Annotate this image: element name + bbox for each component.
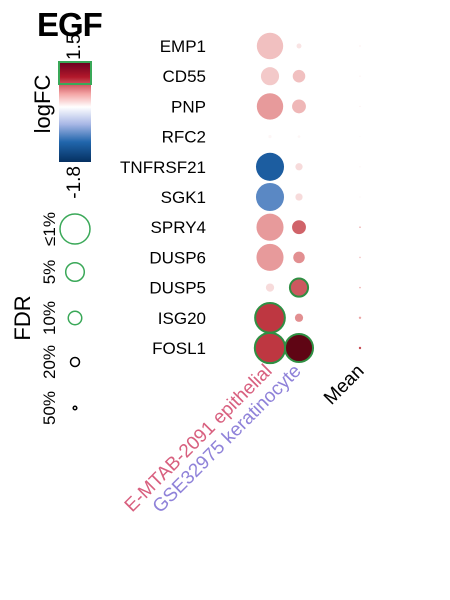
dot-spry4-col2 bbox=[292, 220, 306, 235]
dot-pnp-col3 bbox=[359, 105, 361, 108]
dot-emp1-col2 bbox=[296, 43, 302, 49]
gene-labels: EMP1 CD55 PNP RFC2 TNFRSF21 SGK1 SPRY4 DUSP6 DUS… bbox=[120, 37, 206, 358]
size-legend-label-5: 50% bbox=[40, 391, 59, 425]
color-legend-bar bbox=[59, 62, 91, 162]
gene-label-dusp6: DUSP6 bbox=[149, 248, 206, 267]
dot-tnfrsf21-col1 bbox=[255, 152, 285, 181]
dot-fosl1-col2 bbox=[283, 332, 315, 364]
gene-label-spry4: SPRY4 bbox=[151, 218, 206, 237]
size-legend-label-2: 5% bbox=[40, 260, 59, 285]
gene-label-tnfrsf21: TNFRSF21 bbox=[120, 158, 206, 177]
gene-label-sgk1: SGK1 bbox=[161, 188, 206, 207]
dots bbox=[253, 32, 362, 365]
dot-cd55-col3 bbox=[359, 75, 361, 77]
dot-emp1-col1 bbox=[256, 32, 284, 60]
dot-dusp5-col1 bbox=[265, 283, 275, 292]
dot-isg20-col2 bbox=[294, 313, 304, 322]
gene-label-dusp5: DUSP5 bbox=[149, 279, 206, 298]
dot-dusp5-col3 bbox=[359, 286, 361, 289]
dot-rfc2-col3 bbox=[359, 135, 361, 138]
dot-rfc2-col2 bbox=[297, 135, 301, 138]
size-legend: FDR ≤1% 5% 10% 20% 50% bbox=[10, 212, 91, 425]
size-legend-label-1: ≤1% bbox=[40, 212, 59, 246]
size-legend-circle-4 bbox=[69, 356, 81, 368]
gene-label-pnp: PNP bbox=[171, 97, 206, 116]
dot-cd55-col2 bbox=[292, 69, 306, 83]
gene-label-isg20: ISG20 bbox=[158, 309, 206, 328]
gene-label-emp1: EMP1 bbox=[160, 37, 206, 56]
size-legend-label-4: 20% bbox=[40, 345, 59, 379]
column-label-3: Mean bbox=[320, 361, 368, 409]
size-legend-circle-1 bbox=[59, 213, 91, 245]
dot-emp1-col3 bbox=[359, 45, 361, 47]
gene-label-rfc2: RFC2 bbox=[162, 128, 206, 147]
dot-dusp6-col2 bbox=[293, 251, 305, 264]
color-legend: logFC 1.5 -1.8 bbox=[30, 34, 92, 199]
dot-fosl1-col1 bbox=[253, 331, 287, 365]
gene-label-fosl1: FOSL1 bbox=[152, 339, 206, 358]
color-legend-max-label: 1.5 bbox=[64, 34, 85, 60]
size-legend-title: FDR bbox=[10, 295, 35, 340]
dot-tnfrsf21-col3 bbox=[359, 166, 361, 168]
dot-pnp-col2 bbox=[292, 99, 306, 114]
dot-dusp5-col2 bbox=[288, 277, 310, 298]
size-legend-label-3: 10% bbox=[40, 301, 59, 335]
size-legend-circle-5 bbox=[72, 405, 78, 411]
column-label-1: E-MTAB-2091 epithelial bbox=[121, 361, 277, 517]
dot-rfc2-col1 bbox=[268, 134, 272, 139]
dot-isg20-col3 bbox=[358, 316, 362, 319]
dot-isg20-col1 bbox=[254, 301, 286, 334]
dot-sgk1-col3 bbox=[359, 196, 361, 198]
color-legend-highlight bbox=[58, 61, 92, 85]
dot-sgk1-col2 bbox=[295, 193, 303, 201]
chart-title: EGF bbox=[37, 6, 103, 43]
dot-spry4-col1 bbox=[256, 213, 284, 241]
dot-spry4-col3 bbox=[359, 226, 361, 228]
color-legend-min-label: -1.8 bbox=[64, 166, 85, 199]
dot-tnfrsf21-col2 bbox=[295, 163, 303, 171]
size-legend-circle-2 bbox=[64, 261, 86, 283]
dot-cd55-col1 bbox=[260, 67, 280, 86]
dot-sgk1-col1 bbox=[255, 182, 285, 212]
dot-dusp6-col1 bbox=[256, 243, 284, 271]
column-label-2: GSE32975 keratinocyte bbox=[149, 361, 306, 518]
dot-pnp-col1 bbox=[256, 93, 284, 120]
gene-label-cd55: CD55 bbox=[163, 67, 206, 86]
color-legend-title: logFC bbox=[30, 75, 55, 134]
dot-dusp6-col3 bbox=[359, 256, 361, 259]
dot-fosl1-col3 bbox=[358, 346, 362, 350]
size-legend-circle-3 bbox=[67, 310, 83, 326]
